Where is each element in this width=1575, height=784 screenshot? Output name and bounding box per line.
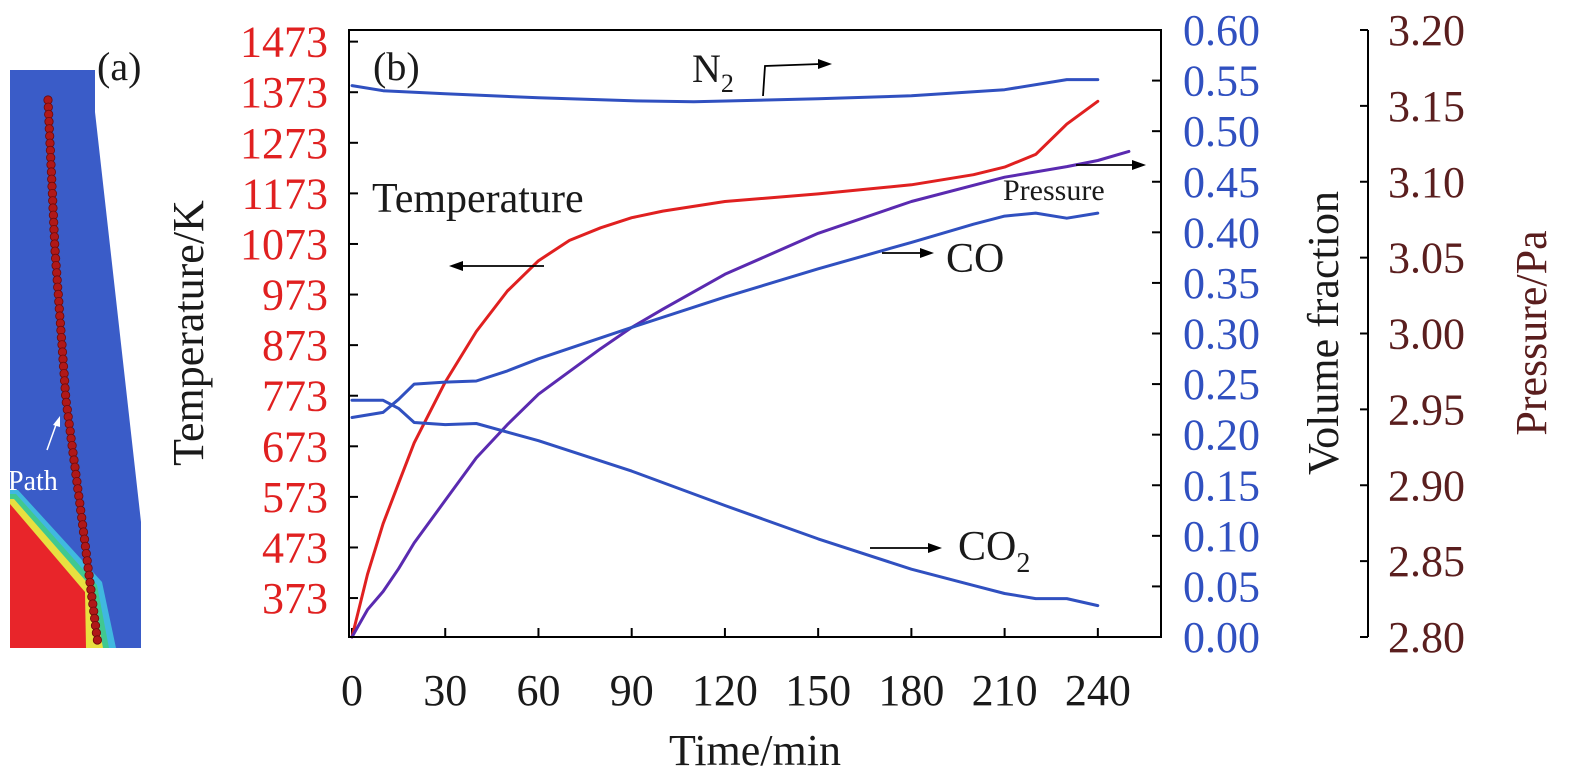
x-axis-title: Time/min: [669, 726, 841, 775]
volume-tick-label: 0.10: [1183, 512, 1260, 561]
pressure-axis-ticks: 2.80 2.85 2.90 2.95 3.00 3.05 3.10 3.15 3.20: [1360, 6, 1465, 662]
temperature-tick-label: 373: [262, 574, 328, 623]
volume-tick-label: 0.30: [1183, 310, 1260, 359]
series-line-n2: [350, 78, 1100, 104]
x-tick-label: 30: [423, 666, 467, 715]
pressure-tick-label: 3.20: [1388, 6, 1465, 55]
temperature-axis-ticks: 3734735736737738739731073117312731373147…: [240, 18, 358, 623]
n2-arrow-head-icon: [818, 59, 832, 69]
x-tick-label: 60: [516, 666, 560, 715]
pressure-tick-label: 2.85: [1388, 537, 1465, 586]
pressure-annotation: Pressure: [1003, 174, 1105, 207]
temperature-annotation: Temperature: [372, 176, 584, 222]
volume-tick-label: 0.15: [1183, 461, 1260, 510]
volume-tick-label: 0.50: [1183, 107, 1260, 156]
n2-annotation: N2: [692, 46, 734, 98]
series-line-co2: [350, 398, 1100, 608]
volume-tick-label: 0.55: [1183, 57, 1260, 106]
pressure-tick-label: 2.95: [1388, 385, 1465, 434]
volume-tick-label: 0.00: [1183, 613, 1260, 662]
path-arrow-icon: [46, 421, 58, 451]
temperature-tick-label: 473: [262, 523, 328, 572]
pressure-tick-label: 2.90: [1388, 461, 1465, 510]
x-tick-label: 180: [878, 666, 944, 715]
x-tick-label: 210: [972, 666, 1038, 715]
path-particle: [92, 635, 103, 645]
temperature-tick-label: 873: [262, 321, 328, 370]
x-tick-label: 120: [692, 666, 758, 715]
volume-axis-title: Volume fraction: [1299, 191, 1348, 475]
x-tick-label: 150: [785, 666, 851, 715]
furnace-cross-section: [10, 70, 141, 648]
pressure-arrow-head-icon: [1132, 160, 1146, 170]
n2-arrow-icon: [762, 63, 821, 97]
pressure-tick-label: 2.80: [1388, 613, 1465, 662]
volume-tick-label: 0.25: [1183, 360, 1260, 409]
volume-tick-label: 0.35: [1183, 259, 1260, 308]
volume-tick-label: 0.40: [1183, 208, 1260, 257]
volume-tick-label: 0.20: [1183, 411, 1260, 460]
series-line-pressure: [350, 149, 1131, 639]
x-axis-ticks: 0 30 60 90 120 150 180 210 240: [341, 628, 1131, 715]
temperature-axis-title: Temperature/K: [164, 200, 213, 466]
volume-tick-label: 0.05: [1183, 562, 1260, 611]
volume-tick-label: 0.45: [1183, 158, 1260, 207]
temperature-tick-label: 673: [262, 422, 328, 471]
pressure-tick-label: 3.05: [1388, 234, 1465, 283]
x-tick-label: 0: [341, 666, 363, 715]
temperature-tick-label: 1273: [240, 119, 328, 168]
co-annotation: CO: [946, 236, 1004, 282]
co2-arrow-head-icon: [928, 543, 942, 553]
pressure-tick-label: 3.10: [1388, 158, 1465, 207]
x-tick-label: 240: [1065, 666, 1131, 715]
temperature-tick-label: 973: [262, 271, 328, 320]
pressure-tick-label: 3.15: [1388, 82, 1465, 131]
plot-frame: [348, 29, 1162, 638]
co2-annotation: CO2: [958, 524, 1030, 579]
co-arrow-head-icon: [920, 248, 934, 258]
pressure-axis-title: Pressure/Pa: [1507, 230, 1556, 435]
x-tick-label: 90: [610, 666, 654, 715]
temperature-arrow-head-icon: [449, 261, 463, 271]
path-arrow-head-icon: [53, 416, 60, 427]
series-lines: [350, 78, 1131, 639]
volume-axis-ticks: 0.000.050.100.150.200.250.300.350.400.45…: [1152, 6, 1260, 662]
path-label: Path: [8, 466, 58, 497]
particle-path: [43, 95, 103, 645]
panel-a-schematic: Path (a): [8, 44, 141, 648]
temperature-tick-label: 1073: [240, 220, 328, 269]
panel-a-label: (a): [97, 44, 141, 89]
pressure-tick-label: 3.00: [1388, 310, 1465, 359]
volume-tick-label: 0.60: [1183, 6, 1260, 55]
temperature-tick-label: 1173: [242, 169, 328, 218]
temperature-tick-label: 1373: [240, 68, 328, 117]
temperature-tick-label: 773: [262, 372, 328, 421]
series-line-temperature: [350, 99, 1100, 639]
panel-b-chart: 0 30 60 90 120 150 180 210 240 37347357367377387…: [164, 6, 1556, 775]
panel-b-label: (b): [373, 44, 420, 89]
hot-zone: [10, 504, 86, 648]
temperature-tick-label: 573: [262, 473, 328, 522]
series-line-co: [350, 211, 1100, 419]
temperature-tick-label: 1473: [240, 18, 328, 67]
